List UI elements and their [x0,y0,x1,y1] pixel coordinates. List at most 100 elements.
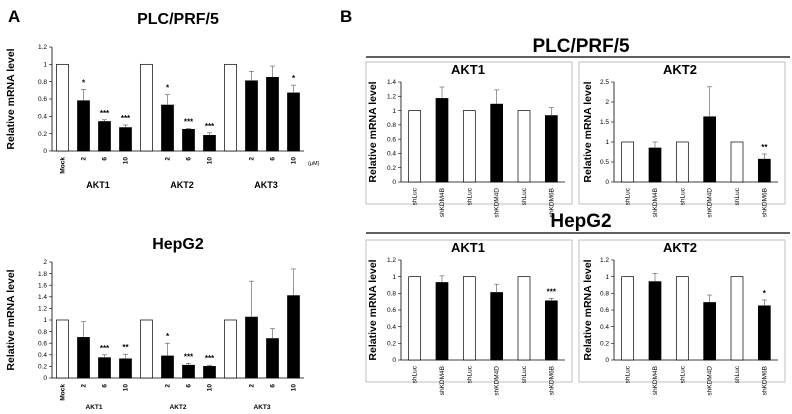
category-label: shLuc [734,187,741,205]
frame-b3 [365,239,573,383]
y-tick-label: 0.2 [600,341,609,348]
bar [757,158,771,183]
bar [490,103,504,183]
bar [203,366,216,379]
bar [161,355,174,379]
category-label: 2 [165,384,172,388]
category-label: shKDM6B [761,188,768,217]
bar [56,63,69,152]
category-label: shKDM4B [439,188,446,217]
category-label: shLuc [412,365,419,383]
y-tick-label: 0 [43,148,47,155]
y-tick-label: 1.8 [38,271,47,278]
category-label: 6 [102,384,109,388]
unit-label: (μM) [308,161,320,167]
y-axis-label: Relative mRNA level [5,48,17,149]
bar [435,98,449,183]
y-tick-label: 1.4 [387,79,396,86]
category-label: 10 [123,384,130,392]
bar [287,92,300,152]
bar [517,110,531,183]
y-tick-label: 2 [43,259,47,266]
bar [675,276,689,361]
category-label: shLuc [412,187,419,205]
y-tick-label: 0.4 [38,352,47,359]
bar [648,281,662,361]
bar [462,276,476,361]
significance-label: *** [100,109,110,118]
frame-b4 [578,239,786,383]
y-tick-label: 0.6 [387,307,396,314]
y-tick-label: 0 [392,357,396,364]
category-label: shLuc [734,365,741,383]
significance-label: * [166,84,170,93]
header-hepg2: HepG2 [550,211,611,232]
y-tick-label: 0.6 [38,340,47,347]
category-label: 2 [165,157,172,161]
y-tick-label: 0 [392,179,396,186]
charts-layer: PLC/PRF/5 Relative mRNA level 0 0.2 0.4 0.6 0.… [5,11,778,411]
category-label: 10 [123,157,130,165]
y-tick-label: 1.2 [600,257,609,264]
significance-label: *** [100,344,110,353]
bar [757,305,771,361]
category-label: 2 [81,157,88,161]
group-label: AKT3 [254,404,271,411]
bar [730,141,744,183]
category-label: 10 [291,157,298,165]
y-tick-label: 1 [392,274,396,281]
y-tick-label: 1.6 [38,282,47,289]
y-tick-label: 0.2 [387,341,396,348]
category-label: 10 [291,384,298,392]
category-label: 2 [81,384,88,388]
chart-title: AKT1 [451,240,485,255]
y-tick-label: 1.5 [600,119,609,126]
bar [77,100,90,152]
bar [408,110,422,183]
y-tick-label: 0.2 [38,364,47,371]
chart-title: PLC/PRF/5 [137,11,219,28]
category-label: shLuc [466,187,473,205]
category-label: shKDM4D [707,188,714,218]
group-label: AKT1 [86,180,110,190]
bar [462,110,476,183]
bar [408,276,422,361]
frame-b1 [365,61,573,205]
group-label: AKT2 [170,180,194,190]
panel-label-b: B [340,7,352,26]
category-label: 6 [270,157,277,161]
category-label: shLuc [679,365,686,383]
y-tick-label: 0.8 [387,291,396,298]
category-label: shKDM4D [494,366,501,396]
significance-label: *** [205,354,215,363]
significance-label: * [166,332,170,341]
category-label: shKDM6B [548,188,555,217]
y-tick-label: 0 [605,179,609,186]
bar [119,127,132,152]
bar [544,300,558,361]
category-label: shKDM4B [439,366,446,395]
y-axis-label: Relative mRNA level [5,269,17,370]
y-tick-label: 0 [43,375,47,382]
frame-b2 [578,61,786,205]
chart-title: AKT2 [663,240,697,255]
y-tick-label: 1.4 [38,294,47,301]
y-tick-label: 0.4 [600,324,609,331]
category-label: 2 [249,384,256,388]
panel-label-a: A [8,7,20,26]
y-tick-label: 2 [605,99,609,106]
y-tick-label: 0.4 [387,151,396,158]
category-label: 6 [270,384,277,388]
bar [266,76,279,152]
y-tick-label: 1.2 [38,44,47,51]
bar [98,357,111,379]
category-label: shKDM4D [494,188,501,218]
bar [517,276,531,361]
bar [119,358,132,379]
y-tick-label: 1 [43,62,47,69]
y-tick-label: 0.6 [38,96,47,103]
group-label: AKT3 [254,180,278,190]
category-label: shKDM4B [652,188,659,217]
bar [675,141,689,183]
y-tick-label: 0.8 [387,122,396,129]
